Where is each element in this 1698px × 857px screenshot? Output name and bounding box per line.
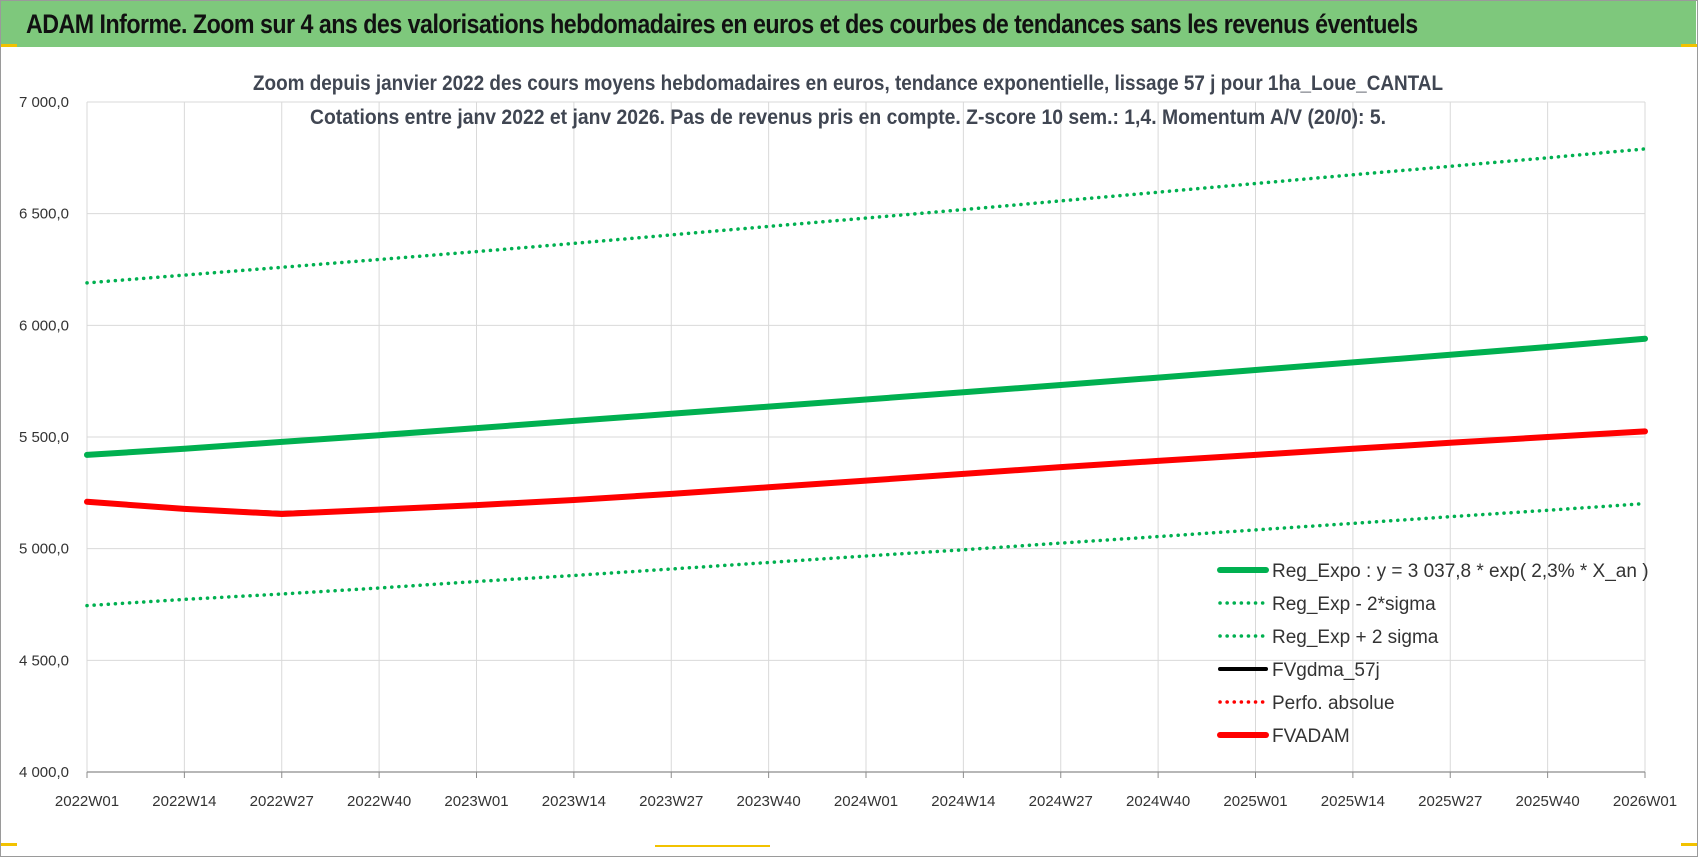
x-tick-label: 2022W14 bbox=[152, 793, 216, 810]
banner-title: ADAM Informe. Zoom sur 4 ans des valoris… bbox=[26, 9, 1418, 39]
legend-label: Reg_Expo : y = 3 037,8 * exp( 2,3% * X_a… bbox=[1272, 561, 1649, 582]
legend-label: Perfo. absolue bbox=[1272, 693, 1395, 714]
x-tick-label: 2022W40 bbox=[347, 793, 411, 810]
x-tick-label: 2023W27 bbox=[639, 793, 703, 810]
x-tick-label: 2024W40 bbox=[1126, 793, 1190, 810]
x-tick-label: 2025W40 bbox=[1516, 793, 1580, 810]
corner-mark-bottom-right bbox=[1681, 843, 1697, 846]
corner-mark-bottom-center bbox=[655, 845, 770, 847]
x-tick-label: 2026W01 bbox=[1613, 793, 1677, 810]
legend-label: Reg_Exp - 2*sigma bbox=[1272, 594, 1436, 615]
x-tick-label: 2022W01 bbox=[55, 793, 119, 810]
x-tick-label: 2025W14 bbox=[1321, 793, 1385, 810]
corner-mark-top-right bbox=[1681, 44, 1697, 47]
series-line-reg_expo bbox=[84, 335, 1648, 458]
y-tick-label: 4 500,0 bbox=[19, 652, 69, 669]
corner-mark-bottom-left bbox=[1, 843, 17, 846]
legend-label: FVADAM bbox=[1272, 726, 1350, 747]
legend-label: Reg_Exp + 2 sigma bbox=[1272, 627, 1439, 648]
y-tick-label: 6 000,0 bbox=[19, 317, 69, 334]
x-tick-label: 2023W01 bbox=[444, 793, 508, 810]
y-tick-label: 7 000,0 bbox=[19, 94, 69, 111]
legend-label: FVgdma_57j bbox=[1272, 660, 1380, 681]
x-tick-label: 2024W01 bbox=[834, 793, 898, 810]
x-tick-label: 2025W27 bbox=[1418, 793, 1482, 810]
x-tick-label: 2024W14 bbox=[931, 793, 995, 810]
x-tick-label: 2024W27 bbox=[1029, 793, 1093, 810]
x-tick-label: 2023W40 bbox=[737, 793, 801, 810]
x-tick-label: 2022W27 bbox=[250, 793, 314, 810]
series-line-reg_exp bbox=[85, 147, 1647, 285]
y-tick-label: 4 000,0 bbox=[19, 764, 69, 781]
chart-subtitle-line-2: Cotations entre janv 2022 et janv 2026. … bbox=[310, 106, 1386, 129]
x-tick-label: 2025W01 bbox=[1223, 793, 1287, 810]
series-line-fvadam bbox=[84, 428, 1648, 517]
chart-subtitle-line-1: Zoom depuis janvier 2022 des cours moyen… bbox=[253, 72, 1443, 95]
series-line-reg_exp bbox=[85, 501, 1647, 608]
y-tick-label: 6 500,0 bbox=[19, 206, 69, 223]
corner-mark-top-left bbox=[1, 44, 17, 47]
title-banner: ADAM Informe. Zoom sur 4 ans des valoris… bbox=[1, 1, 1696, 47]
y-tick-label: 5 500,0 bbox=[19, 429, 69, 446]
x-tick-label: 2023W14 bbox=[542, 793, 606, 810]
y-tick-label: 5 000,0 bbox=[19, 541, 69, 558]
